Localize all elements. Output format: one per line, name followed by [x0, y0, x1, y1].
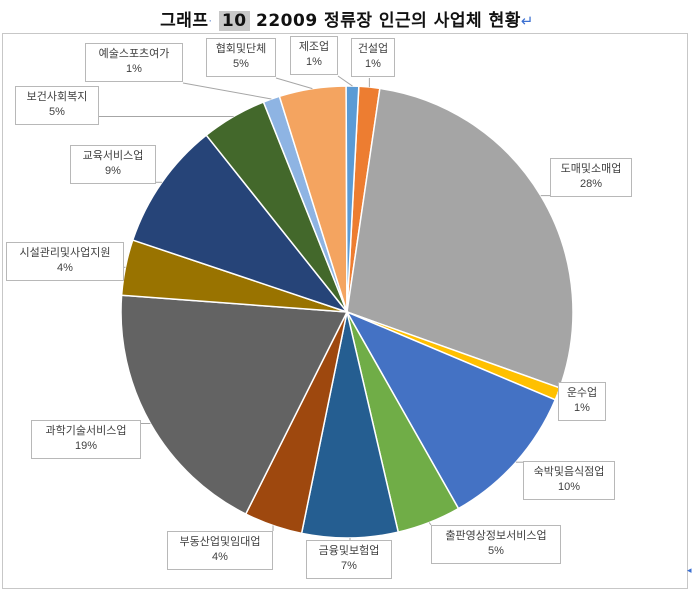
data-label-category: 교육서비스업 [82, 150, 144, 162]
data-label-percent: 9% [105, 165, 121, 177]
data-label-category: 협회및단체 [215, 43, 267, 55]
document-title: 그래프· 10 22009 정류장 인근의 사업체 현황↵ [0, 6, 694, 31]
chart-area[interactable] [2, 33, 688, 589]
data-label: 숙박및음식점업 10% [523, 461, 615, 500]
leader-line [275, 77, 313, 90]
data-label-category: 운수업 [566, 387, 598, 399]
data-label-category: 시설관리및사업지원 [19, 247, 111, 259]
data-label: 부동산업및임대업 4% [167, 531, 273, 570]
data-label: 건설업 1% [351, 38, 395, 77]
data-label-percent: 4% [212, 551, 228, 563]
data-label: 운수업 1% [558, 382, 606, 421]
title-number: 10 [218, 11, 250, 31]
data-label-category: 건설업 [357, 43, 389, 55]
data-label-percent: 10% [557, 481, 581, 493]
data-label-category: 과학기술서비스업 [45, 425, 127, 437]
data-label-category: 제조업 [298, 41, 330, 53]
data-label-category: 숙박및음식점업 [533, 466, 605, 478]
title-prefix: 그래프 [160, 11, 209, 31]
data-label: 보건사회복지 5% [15, 86, 99, 125]
data-label-category: 금융및보험업 [318, 545, 380, 557]
data-label-category: 보건사회복지 [26, 91, 88, 103]
pie-slice[interactable] [345, 310, 557, 510]
space-marker-icon: · [208, 14, 213, 28]
data-label-category: 도매및소매업 [560, 163, 622, 175]
leader-line [428, 522, 432, 526]
data-label: 교육서비스업 9% [70, 145, 156, 184]
data-label-category: 부동산업및임대업 [179, 536, 261, 548]
data-label: 시설관리및사업지원 4% [6, 242, 124, 281]
data-label-percent: 1% [126, 63, 142, 75]
data-label-percent: 4% [57, 262, 73, 274]
data-label-percent: 1% [365, 58, 381, 70]
leader-line [182, 82, 272, 100]
data-label-percent: 19% [74, 440, 98, 452]
data-label-percent: 5% [488, 545, 504, 557]
data-label: 과학기술서비스업 19% [31, 420, 141, 459]
data-label: 출판영상정보서비스업 5% [431, 525, 561, 564]
leader-line [337, 75, 353, 87]
data-label: 금융및보험업 7% [306, 540, 392, 579]
data-label-percent: 28% [579, 178, 603, 190]
data-label-category: 예술스포츠여가 [98, 48, 170, 60]
data-label-category: 출판영상정보서비스업 [445, 530, 547, 542]
title-rest: 22009 정류장 인근의 사업체 현황 [256, 11, 521, 31]
data-label-percent: 1% [306, 56, 322, 68]
data-label-percent: 1% [574, 402, 590, 414]
data-label: 협회및단체 5% [206, 38, 276, 77]
anchor-marker-icon: ◂ [687, 566, 692, 576]
pie-slice[interactable] [131, 134, 350, 314]
data-label: 도매및소매업 28% [550, 158, 632, 197]
data-label: 예술스포츠여가 1% [85, 43, 183, 82]
paragraph-return-icon: ↵ [520, 12, 534, 30]
data-label: 제조업 1% [290, 36, 338, 75]
pie-slice[interactable] [345, 85, 360, 313]
data-label-percent: 5% [233, 58, 249, 70]
data-label-percent: 7% [341, 560, 357, 572]
data-label-percent: 5% [49, 106, 65, 118]
